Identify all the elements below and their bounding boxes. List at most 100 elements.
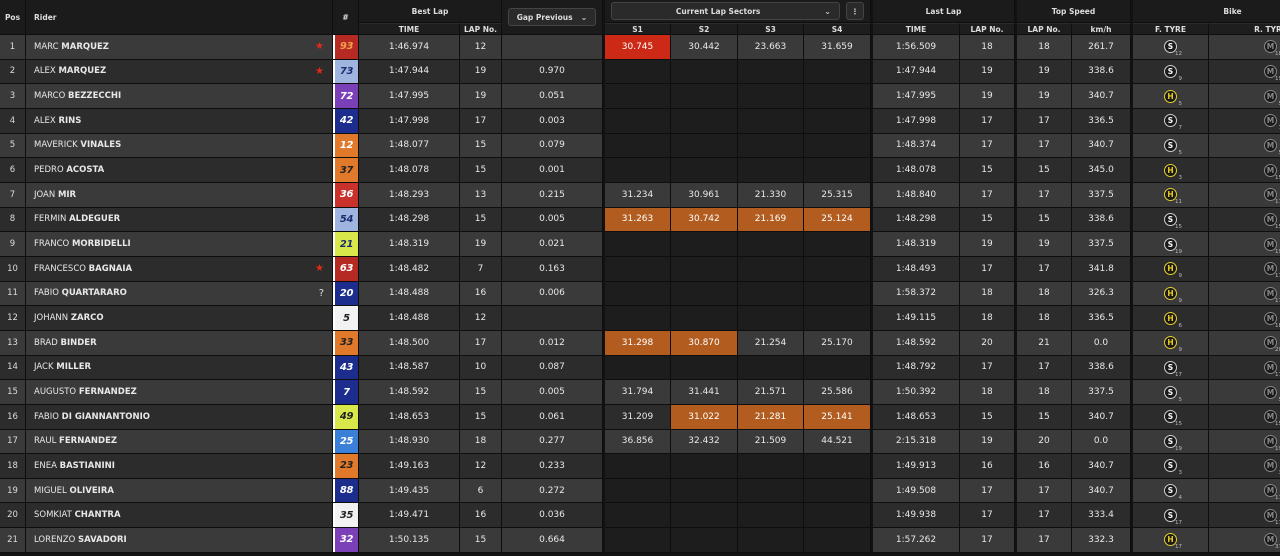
sector-s4-time: 25.315	[804, 182, 871, 208]
rider-last-name: BEZZECCHI	[67, 91, 122, 102]
chevron-down-icon: ⌄	[824, 6, 831, 16]
rider-first-name: JOHANN	[34, 313, 69, 324]
rider-cell[interactable]: ALEX RINS	[26, 108, 333, 134]
front-tyre-laps: 19	[1175, 445, 1182, 452]
top-speed-kmh: 341.8	[1072, 256, 1131, 282]
rider-cell[interactable]: MIGUEL OLIVEIRA	[26, 478, 333, 504]
sector-s2-time	[671, 256, 738, 282]
rider-cell[interactable]: ALEX MARQUEZ ★	[26, 59, 333, 85]
rider-cell[interactable]: BRAD BINDER	[26, 330, 333, 356]
more-options-button[interactable]: ⋮	[846, 2, 864, 20]
rider-cell[interactable]: RAUL FERNANDEZ	[26, 429, 333, 455]
front-tyre-compound: S	[1167, 461, 1174, 471]
sector-s4-time	[804, 133, 871, 159]
rider-name: PEDRO ACOSTA	[34, 165, 104, 175]
best-lap-number: 16	[460, 503, 502, 529]
current-lap-sectors-dropdown[interactable]: Current Lap Sectors ⌄	[611, 2, 840, 20]
last-lap-time: 1:47.995	[873, 84, 960, 109]
front-tyre-compound: S	[1167, 140, 1174, 150]
best-lap-time: 1:47.998	[359, 108, 460, 134]
rider-cell[interactable]: MARCO BEZZECCHI	[26, 84, 333, 109]
rider-cell[interactable]: FRANCO MORBIDELLI	[26, 232, 333, 257]
rear-tyre-compound: M	[1266, 239, 1275, 249]
star-icon: ★	[315, 41, 324, 53]
rider-last-name: MIR	[57, 189, 77, 200]
best-lap-time: 1:48.078	[359, 158, 460, 183]
column-separator	[603, 404, 605, 430]
best-lap-number: 17	[460, 330, 502, 356]
rider-header: Rider	[26, 0, 333, 35]
best-lap-number: 15	[460, 404, 502, 430]
front-tyre-laps: 11	[1175, 199, 1182, 206]
column-separator	[1015, 429, 1017, 455]
rider-number-badge: 72	[333, 84, 358, 108]
column-separator	[871, 182, 873, 208]
rider-cell[interactable]: FABIO DI GIANNANTONIO	[26, 404, 333, 430]
gap-previous-dropdown[interactable]: Gap Previous ⌄	[507, 8, 597, 26]
rider-cell[interactable]: FABIO QUARTARARO?	[26, 281, 333, 307]
rider-last-name: MILLER	[56, 362, 92, 373]
column-separator	[871, 84, 873, 109]
rear-tyre-icon: M17	[1264, 262, 1280, 279]
sector-s4-time	[804, 355, 871, 381]
rider-number-cell: 36	[333, 182, 359, 208]
rear-tyre-laps: 17	[1275, 519, 1280, 526]
column-separator	[1015, 330, 1017, 356]
rider-cell[interactable]: MARC MARQUEZ ★	[26, 35, 333, 60]
column-separator	[603, 108, 605, 134]
rider-number-badge: 43	[333, 355, 358, 380]
sector-s2-time: 30.961	[671, 182, 738, 208]
rider-number-cell: 25	[333, 429, 359, 455]
column-separator	[603, 380, 605, 405]
rider-number-cell: 23	[333, 454, 359, 479]
best-lap-time: 1:49.435	[359, 478, 460, 504]
position: 20	[0, 503, 26, 529]
front-tyre-compound: H	[1167, 313, 1174, 323]
top-speed-kmh: 340.7	[1072, 478, 1131, 504]
best-lap-time: 1:48.077	[359, 133, 460, 159]
rider-cell[interactable]: JACK MILLER	[26, 355, 333, 381]
kmh-subheader: km/h	[1072, 23, 1131, 35]
front-tyre-laps: 17	[1175, 544, 1182, 551]
column-separator	[1131, 528, 1133, 553]
sector-s1-time: 31.794	[605, 380, 671, 405]
rider-cell[interactable]: ENEA BASTIANINI	[26, 454, 333, 479]
rider-cell[interactable]: LORENZO SAVADORI	[26, 528, 333, 553]
column-separator	[1131, 330, 1133, 356]
column-separator	[603, 59, 605, 85]
rider-cell[interactable]: MAVERICK VINALES	[26, 133, 333, 159]
last-lap-time: 1:48.298	[873, 207, 960, 233]
column-separator	[1015, 454, 1017, 479]
rear-tyre-cell: M17	[1209, 503, 1280, 529]
best-lap-time: 1:47.944	[359, 59, 460, 85]
rider-cell[interactable]: JOHANN ZARCO	[26, 306, 333, 331]
top-speed-kmh: 338.6	[1072, 59, 1131, 85]
rear-tyre-icon: M15	[1264, 212, 1280, 230]
column-separator	[871, 59, 873, 85]
rider-cell[interactable]: AUGUSTO FERNANDEZ	[26, 380, 333, 405]
front-tyre-icon: S 15	[1164, 212, 1182, 230]
last-lap-number: 15	[960, 158, 1015, 183]
front-tyre-compound: S	[1167, 412, 1174, 422]
rider-cell[interactable]: JOAN MIR	[26, 182, 333, 208]
rider-cell[interactable]: PEDRO ACOSTA	[26, 158, 333, 183]
rear-tyre-cell: M17	[1209, 182, 1280, 208]
rider-cell[interactable]: SOMKIAT CHANTRA	[26, 503, 333, 529]
rider-first-name: MIGUEL	[34, 485, 67, 496]
rider-first-name: PEDRO	[34, 165, 64, 176]
top-speed-lap-number: 19	[1017, 59, 1072, 85]
gap-previous: 0.233	[502, 454, 603, 479]
front-tyre-laps: 17	[1175, 371, 1182, 378]
column-separator	[1131, 478, 1133, 504]
column-separator	[603, 281, 605, 307]
column-separator	[1015, 478, 1017, 504]
rider-number-cell: 93	[333, 35, 359, 60]
top-speed-lap-number: 15	[1017, 404, 1072, 430]
column-separator	[1015, 158, 1017, 183]
front-tyre-icon: S 17	[1164, 508, 1182, 526]
rider-cell[interactable]: FERMIN ALDEGUER	[26, 207, 333, 233]
sector-s1-time	[605, 503, 671, 529]
rider-cell[interactable]: FRANCESCO BAGNAIA ★	[26, 256, 333, 282]
